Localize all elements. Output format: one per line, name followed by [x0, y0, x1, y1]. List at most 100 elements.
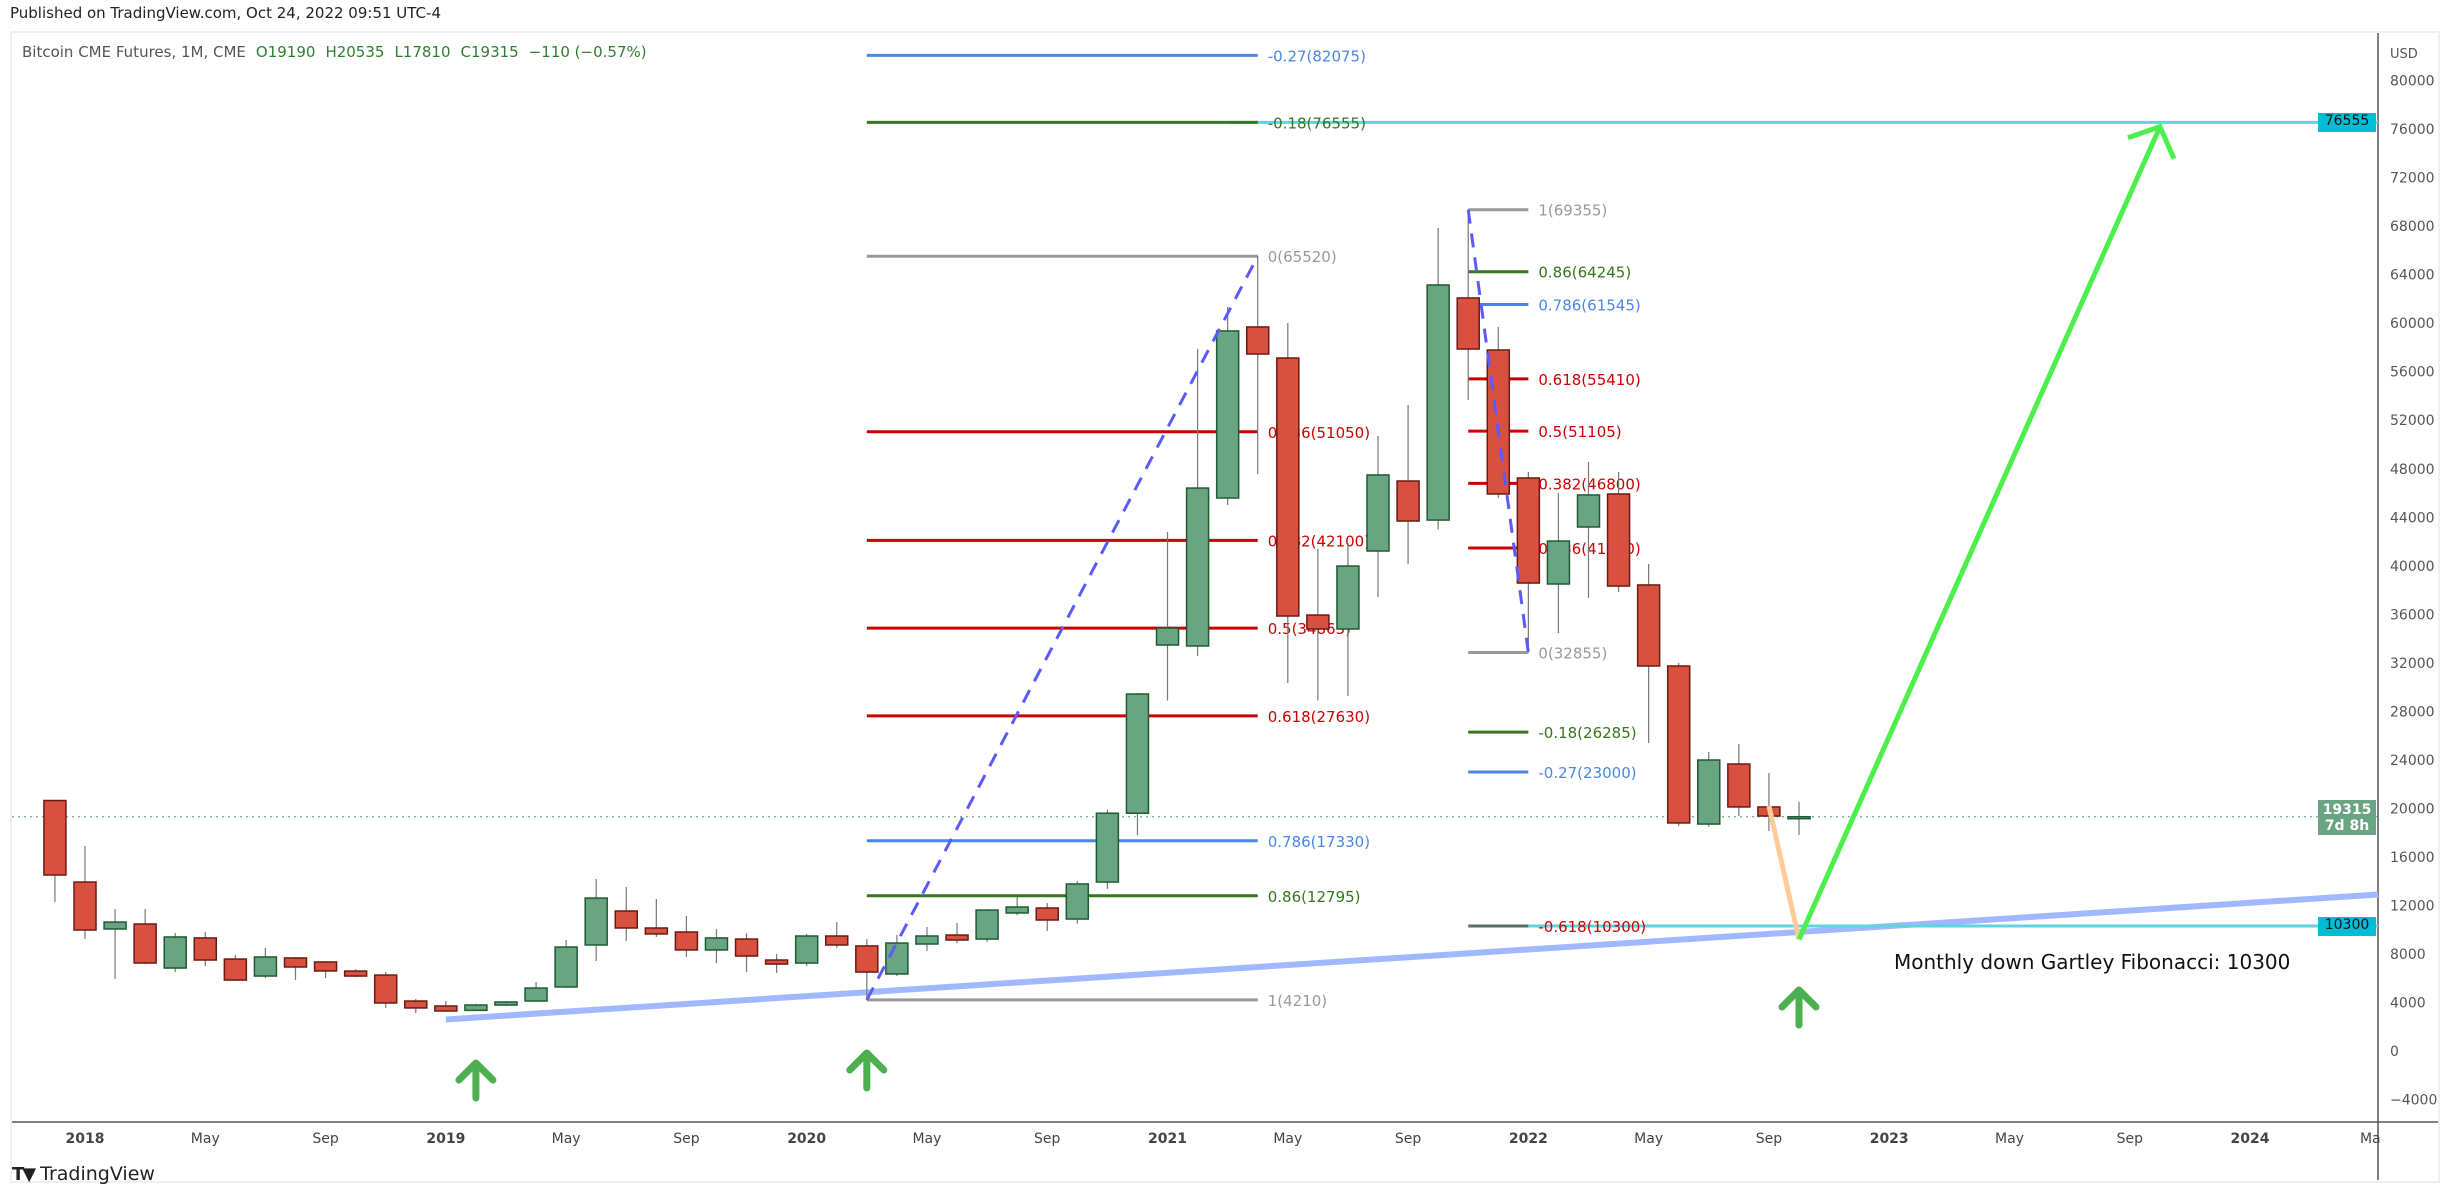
- legend-change: −110 (−0.57%): [528, 43, 647, 61]
- fib-swing-leg: [865, 255, 1260, 1001]
- candle: [1336, 542, 1360, 696]
- candle: [43, 799, 67, 903]
- x-tick-label: 2020: [787, 1131, 826, 1147]
- candle: [1366, 436, 1390, 597]
- candle-body-down: [1245, 326, 1270, 355]
- candle-body-down: [313, 961, 338, 972]
- candle-body-down: [1666, 665, 1691, 824]
- candle: [584, 878, 608, 961]
- candle-body-up: [885, 942, 909, 975]
- tradingview-mark-icon: T▼: [12, 1163, 36, 1185]
- y-tick-label: 0: [2390, 1044, 2399, 1060]
- fib-level-label: 0(32855): [1538, 644, 1607, 662]
- candle-body-up: [1576, 494, 1601, 528]
- candle-body-up: [584, 897, 608, 946]
- candle: [133, 909, 157, 965]
- candle-body-up: [1065, 883, 1090, 920]
- y-tick-label: 32000: [2390, 656, 2435, 672]
- x-tick-label: 2022: [1509, 1131, 1548, 1147]
- candle: [494, 1001, 518, 1007]
- x-tick-label: Sep: [1034, 1131, 1061, 1147]
- candle-body-up: [1546, 540, 1571, 585]
- candle-body-down: [283, 957, 308, 968]
- candle-body-up: [1005, 906, 1029, 914]
- candle-body-up: [1185, 487, 1210, 647]
- x-tick-label: May: [191, 1131, 220, 1147]
- candle-body-down: [373, 974, 398, 1004]
- published-caption: Published on TradingView.com, Oct 24, 20…: [10, 4, 441, 22]
- candle: [1636, 563, 1661, 744]
- x-tick-label: Sep: [2117, 1131, 2144, 1147]
- candle: [674, 915, 699, 957]
- y-tick-label: 72000: [2390, 171, 2435, 187]
- candle: [253, 948, 278, 978]
- candle: [1155, 531, 1180, 701]
- symbol-name[interactable]: Bitcoin CME Futures, 1M, CME: [22, 43, 246, 61]
- candle: [434, 1001, 458, 1012]
- y-tick-label: 16000: [2390, 850, 2435, 866]
- chart-frame: [10, 31, 2440, 1183]
- last-price: 19315: [2322, 802, 2372, 818]
- candle: [734, 933, 759, 973]
- y-tick-label: 8000: [2390, 947, 2426, 963]
- candle-body-up: [975, 909, 999, 940]
- candle: [1065, 881, 1090, 924]
- candle-body-up: [1366, 474, 1390, 552]
- candle: [1306, 548, 1330, 701]
- candle-body-down: [343, 970, 368, 977]
- candle: [223, 955, 248, 981]
- candle: [794, 933, 819, 967]
- up-arrow-icon: [455, 1059, 497, 1102]
- bar-countdown: 7d 8h: [2324, 818, 2370, 834]
- candle-body-up: [1697, 759, 1721, 825]
- y-tick-label: 20000: [2390, 801, 2435, 817]
- y-tick-label: 60000: [2390, 316, 2435, 332]
- last-price-badge: 19315 7d 8h: [2318, 800, 2376, 835]
- candle-body-up: [464, 1004, 488, 1012]
- tradingview-logo[interactable]: T▼ TradingView: [12, 1163, 155, 1185]
- y-tick-label: 76000: [2390, 122, 2435, 138]
- candle-body-down: [434, 1005, 458, 1012]
- candle-body-down: [644, 927, 669, 935]
- candle-body-down: [734, 938, 759, 957]
- candle-body-up: [1095, 812, 1120, 883]
- y-tick-label: 4000: [2390, 995, 2426, 1011]
- fib-level-label: -0.18(76555): [1268, 114, 1366, 132]
- candle: [464, 1003, 488, 1012]
- candle: [1035, 903, 1059, 931]
- fib-level-label: 0.5(51105): [1538, 423, 1621, 441]
- candle-body-down: [404, 1000, 428, 1009]
- price-badge-support: 10300: [2318, 917, 2376, 936]
- y-tick-label: 12000: [2390, 898, 2435, 914]
- annotation-text[interactable]: Monthly down Gartley Fibonacci: 10300: [1894, 950, 2291, 974]
- candle: [1697, 751, 1721, 827]
- candle-body-down: [825, 935, 849, 946]
- candle-body-down: [1516, 477, 1541, 584]
- y-tick-label: 52000: [2390, 413, 2435, 429]
- candle: [1215, 306, 1240, 506]
- candle-body-up: [554, 946, 578, 988]
- candle-body-up: [494, 1001, 518, 1006]
- x-tick-label: 2021: [1148, 1131, 1187, 1147]
- candle: [313, 961, 338, 978]
- candle: [1456, 209, 1480, 400]
- y-tick-label: 40000: [2390, 559, 2435, 575]
- candle: [1727, 743, 1751, 817]
- candle: [73, 846, 97, 940]
- y-tick-label: 68000: [2390, 219, 2435, 235]
- candle: [1546, 493, 1571, 634]
- candle-body-down: [1486, 349, 1511, 495]
- x-tick-label: May: [552, 1131, 581, 1147]
- price-badge-target: 76555: [2318, 113, 2376, 132]
- candle-body-up: [704, 937, 729, 951]
- fib-level-label: 0.786(17330): [1268, 833, 1370, 851]
- x-tick-label: May: [1634, 1131, 1663, 1147]
- y-tick-label: 24000: [2390, 753, 2435, 769]
- candle-body-down: [1456, 297, 1480, 350]
- candle-body-down: [1276, 357, 1300, 617]
- candle: [1666, 662, 1691, 826]
- candle-body-up: [1426, 284, 1450, 521]
- candle-body-up: [1155, 627, 1180, 646]
- fib-level-label: 0.786(61545): [1538, 296, 1640, 314]
